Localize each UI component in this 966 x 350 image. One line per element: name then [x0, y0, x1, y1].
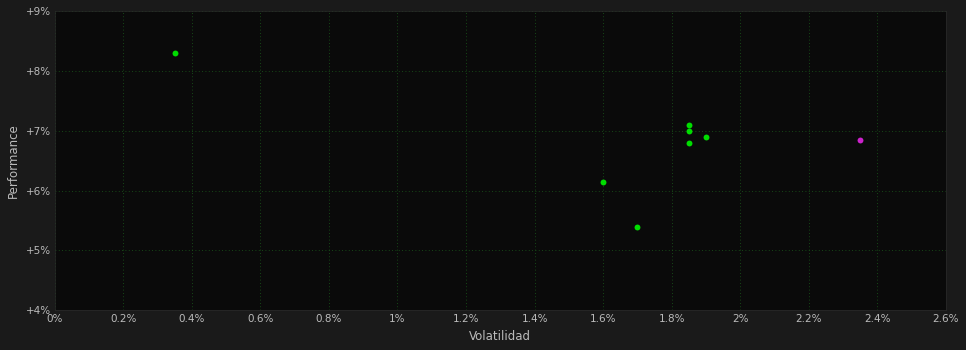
Point	[852, 137, 867, 142]
Point	[630, 224, 645, 229]
Point	[698, 134, 714, 140]
Point	[681, 128, 696, 133]
Point	[595, 179, 611, 184]
Point	[167, 50, 183, 56]
Point	[681, 122, 696, 127]
X-axis label: Volatilidad: Volatilidad	[469, 330, 531, 343]
Y-axis label: Performance: Performance	[7, 123, 20, 198]
Point	[681, 140, 696, 146]
